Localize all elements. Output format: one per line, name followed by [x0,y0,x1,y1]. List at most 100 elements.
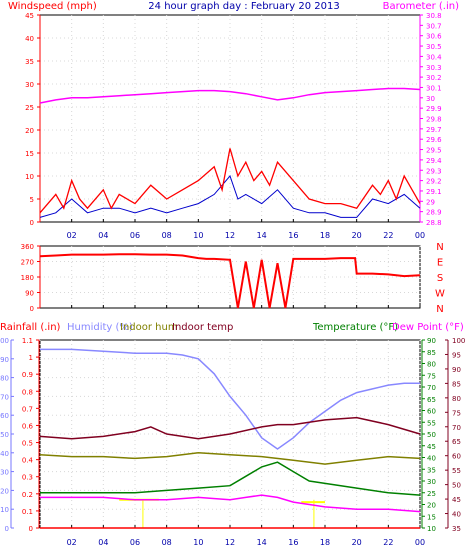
barometer-axis-tick-label: 29.8 [426,116,442,124]
barometer-axis-tick-label: 28.9 [426,209,442,217]
dewpoint-axis-tick-label: 35 [452,525,461,533]
humidity-axis-tick-label: 60 [0,412,9,420]
humidity-axis-tick-label: 30 [0,469,9,477]
dewpoint-axis-tick-label: 85 [452,380,461,388]
rainfall-axis-tick-label: 0.3 [22,474,33,482]
lower-panel-time-02: 02 [67,538,77,547]
dewpoint-axis-tick-label: 75 [452,409,461,417]
direction-compass-label-N: N [436,304,443,315]
temperature-axis-tick-label: 60 [427,408,436,416]
lower-panel-time-08: 08 [162,538,172,547]
dewpoint-axis-tick-label: 55 [452,467,461,475]
wind-axis-tick-label: 20 [25,127,34,135]
barometer-axis-tick-label: 30.7 [426,22,442,30]
dewpoint-axis-tick-label: 45 [452,496,461,504]
wind-axis-tick-label: 10 [25,173,34,181]
barometer-axis-tick-label: 29.4 [426,157,442,165]
humidity-line [40,348,420,450]
barometer-axis-tick-label: 29.9 [426,105,442,113]
wind-average-line [39,175,421,218]
plot-layer: 02 04 06 08 10 12 14 16 18 20 22 000510152025303540… [0,12,465,547]
temperature-axis-tick-label: 85 [427,349,436,357]
rainfall-axis-tick-label: 0.7 [22,405,33,413]
wind-axis-tick-label: 5 [30,196,34,204]
windspeed-line [39,148,421,214]
temperature-axis-tick-label: 65 [427,396,436,404]
legend-humidity: Humidity (%) [67,322,133,333]
wind-axis-tick-label: 35 [25,58,34,66]
dewpoint-axis-tick-label: 95 [452,351,461,359]
dewpoint-axis-tick-label: 65 [452,438,461,446]
wind-panel-time-00: 00 [415,231,425,240]
wind-panel-time-06: 06 [130,231,140,240]
lower-panel-time-14: 14 [257,538,267,547]
dewpoint-axis-tick-label: 80 [452,395,461,403]
barometer-axis-tick-label: 29.6 [426,136,442,144]
rainfall-axis-tick-label: 0.1 [22,508,33,516]
chart-title: 24 hour graph day : February 20 2013 [148,1,339,12]
wind-panel-time-18: 18 [320,231,330,240]
barometer-axis-tick-label: 30.8 [426,12,442,20]
direction-compass-label-E: E [437,258,443,269]
dewpoint-axis-tick-label: 40 [452,511,461,519]
wind-panel-time-08: 08 [162,231,172,240]
lower-panel-time-10: 10 [193,538,203,547]
rainfall-axis-tick-label: 0.6 [22,422,34,430]
dewpoint-axis-tick-label: 100 [452,337,465,345]
barometer-axis-tick-label: 30.4 [426,53,442,61]
temperature-axis-tick-label: 35 [427,466,436,474]
legend-indoor-temp: Indoor temp [172,322,233,333]
temperature-axis-tick-label: 90 [427,337,436,345]
barometer-axis-tick-label: 30.3 [426,64,442,72]
temperature-axis-tick-label: 40 [427,455,436,463]
temperature-axis-tick-label: 45 [427,443,436,451]
lower-panel-time-20: 20 [352,538,362,547]
barometer-axis-tick-label: 30.1 [426,84,442,92]
humidity-axis-tick-label: 80 [0,375,9,383]
barometer-axis-tick-label: 29.2 [426,178,442,186]
wind-axis-tick-label: 45 [25,12,34,20]
rainfall-axis-tick-label: 0.2 [22,491,33,499]
temperature-axis-tick-label: 30 [427,478,436,486]
temperature-axis-tick-label: 75 [427,372,436,380]
wind-panel-time-20: 20 [352,231,362,240]
wind-axis-tick-label: 40 [25,35,34,43]
wind-direction-line [39,253,421,309]
humidity-axis-tick-label: 10 [0,506,9,514]
temperature-axis-tick-label: 55 [427,419,436,427]
wind-panel-time-04: 04 [98,231,108,240]
legend-indoor-hum: Indoor hum [120,322,178,333]
rainfall-axis-tick-label: 0.9 [22,371,33,379]
direction-axis-tick-label: 360 [21,243,34,251]
dewpoint-axis-tick-label: 90 [452,366,461,374]
lower-panel-time-06: 06 [130,538,140,547]
lower-panel-time-18: 18 [320,538,330,547]
direction-compass-label-S: S [437,273,443,284]
direction-compass-label-W: W [435,289,445,300]
barometer-axis-tick-label: 29.5 [426,147,442,155]
barometer-axis-tick-label: 28.8 [426,219,442,227]
lower-panel-time-00: 00 [415,538,425,547]
wind-axis-tick-label: 30 [25,81,34,89]
barometer-axis-tick-label: 29 [426,198,435,206]
legend-temperature: Temperature (°F) [312,322,398,333]
barometer-axis-tick-label: 30.5 [426,43,442,51]
dewpoint-axis-tick-label: 70 [452,424,461,432]
humidity-axis-tick-label: 90 [0,356,9,364]
humidity-axis-tick-label: 40 [0,450,9,458]
wind-panel-time-10: 10 [193,231,203,240]
wind-panel-time-02: 02 [67,231,77,240]
direction-axis-tick-label: 180 [21,274,34,282]
rainfall-axis-tick-label: 1 [29,354,33,362]
barometer-axis-tick-label: 29.3 [426,167,442,175]
barometer-axis-tick-label: 30.2 [426,74,442,82]
dewpoint-axis-tick-label: 60 [452,453,461,461]
wind-axis-title: Windspeed (mph) [8,1,97,12]
humidity-axis-tick-label: 100 [0,337,9,345]
direction-compass-label-N: N [436,242,443,253]
direction-axis-tick-label: 270 [21,259,34,267]
rainfall-axis-tick-label: 0 [29,525,33,533]
humidity-axis-tick-label: 0 [5,525,9,533]
